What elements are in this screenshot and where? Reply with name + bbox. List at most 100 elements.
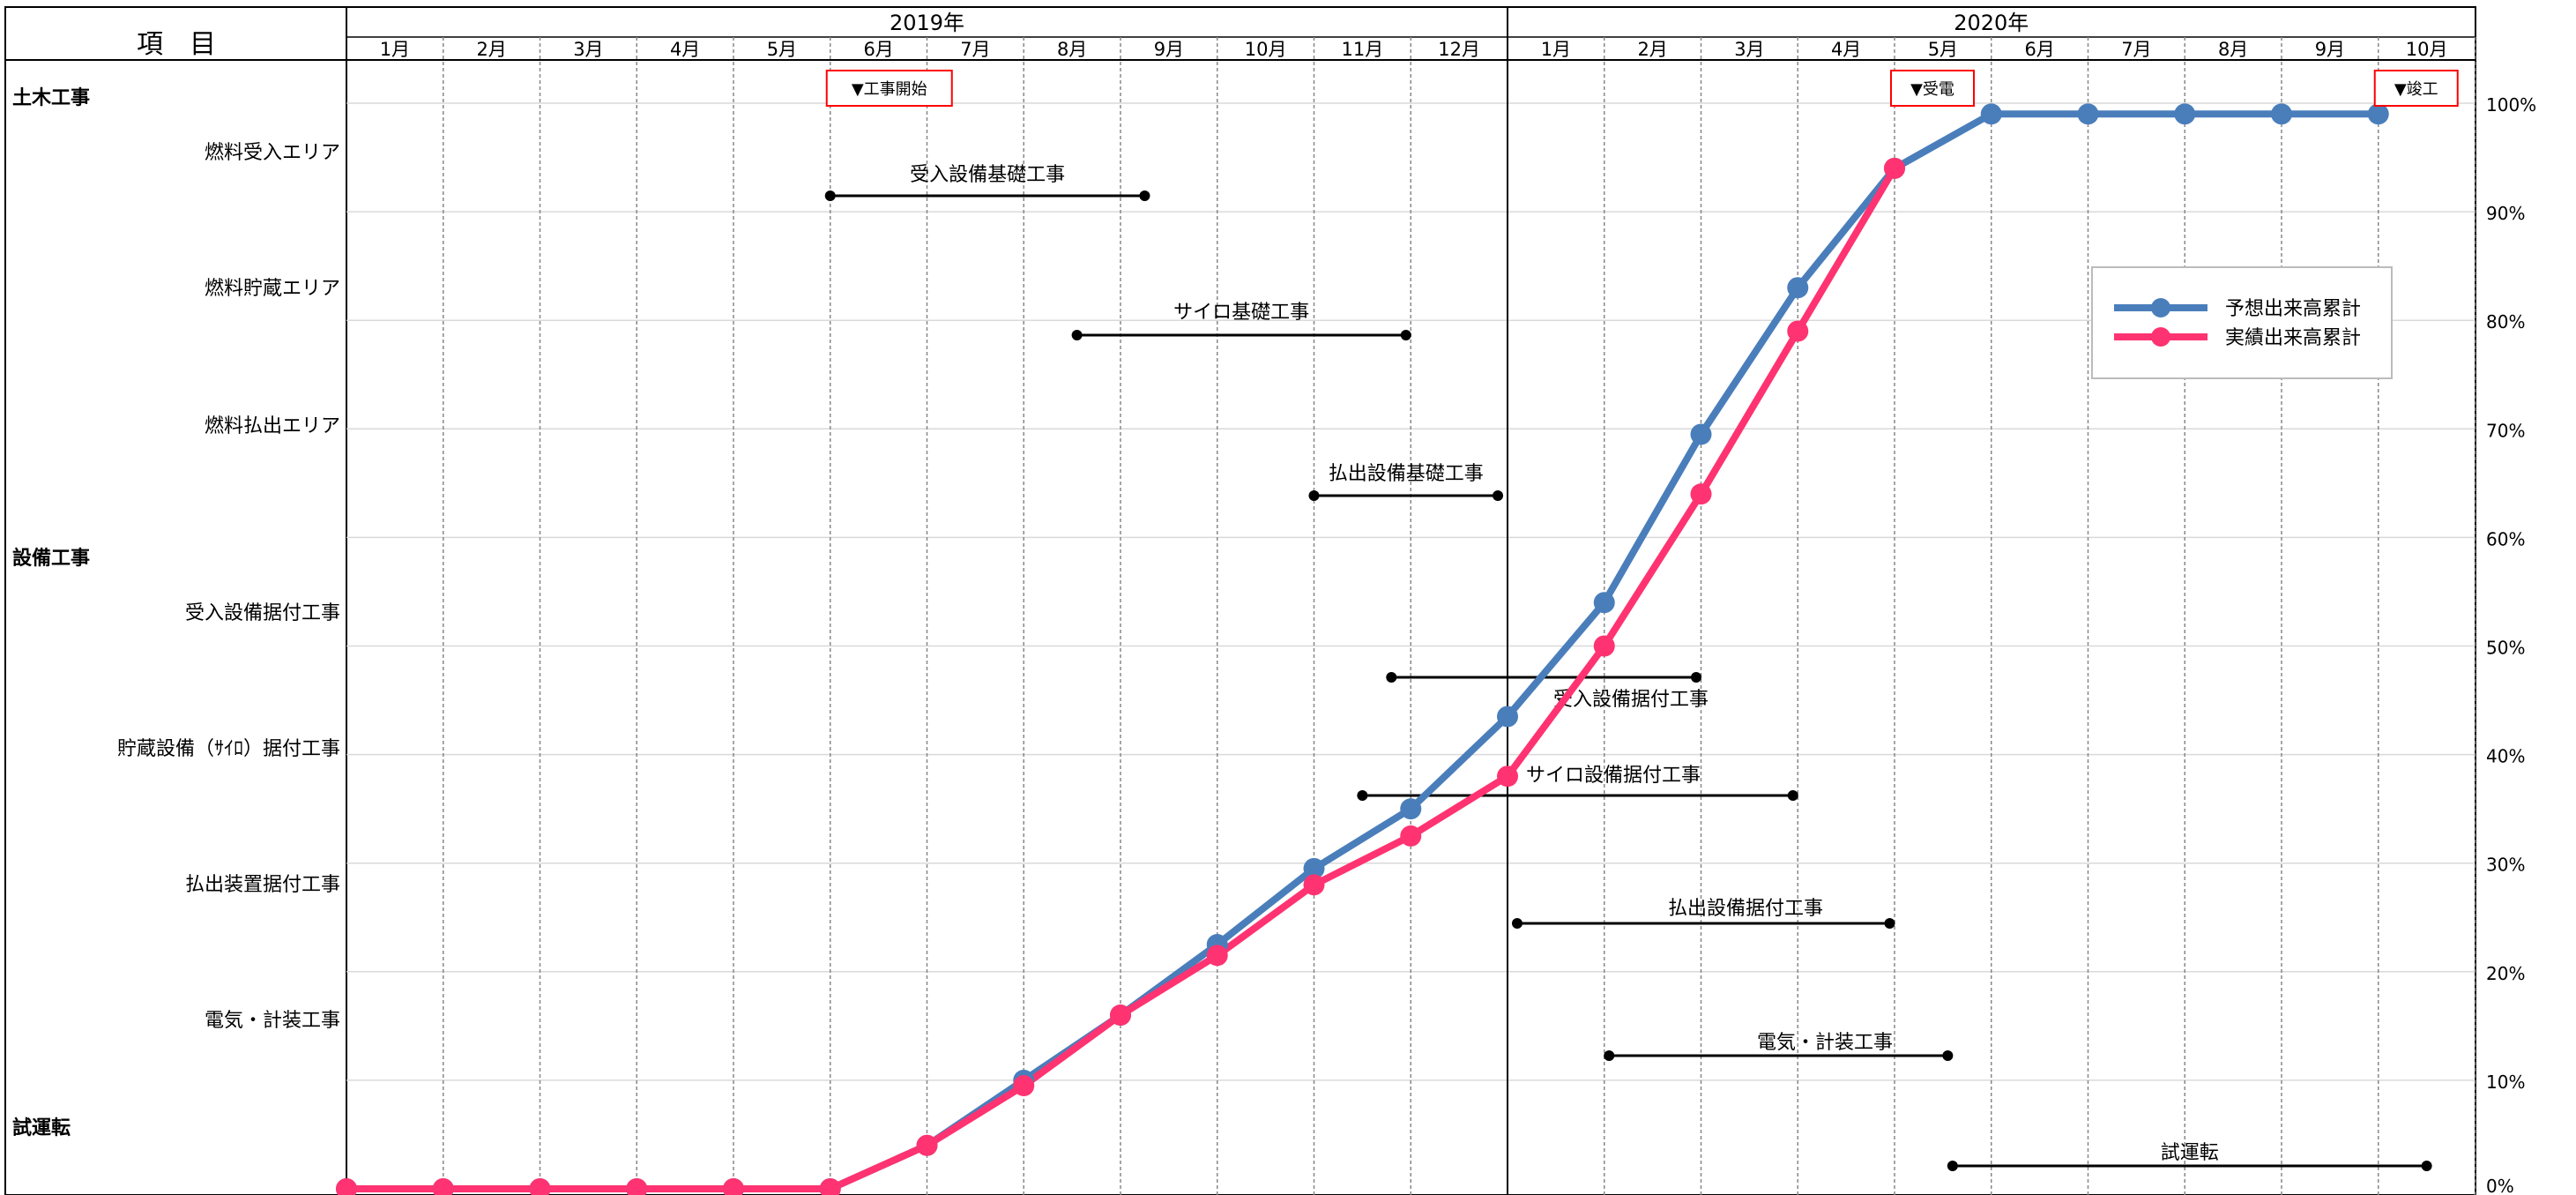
y-tick-label: 20%: [2486, 963, 2525, 984]
item-column-header: 項 目: [137, 29, 216, 60]
y-tick-label: 0%: [2486, 1176, 2514, 1195]
data-point: [1593, 635, 1615, 657]
y-tick-label: 30%: [2486, 855, 2525, 876]
data-point: [2174, 103, 2196, 125]
month-label: 2月: [476, 39, 506, 60]
task-start-marker: [1386, 672, 1397, 683]
month-label: 12月: [1438, 39, 1480, 60]
y-tick-label: 90%: [2486, 203, 2525, 224]
month-label: 11月: [1342, 39, 1384, 60]
milestones-layer: ▼工事開始 ▼受電 ▼竣工: [825, 70, 2459, 107]
row-label: 燃料受入エリア: [205, 142, 340, 164]
row-label: 燃料貯蔵エリア: [205, 278, 340, 300]
milestone-box: [1890, 70, 1975, 107]
row-label: 貯蔵設備（ｻｲﾛ）据付工事: [117, 738, 340, 760]
data-point: [1400, 798, 1422, 820]
data-point: [1303, 857, 1325, 879]
task-start-marker: [1357, 790, 1368, 801]
tasks-layer: 受入設備基礎工事サイロ基礎工事払出設備基礎工事受入設備据付工事サイロ設備据付工事…: [824, 164, 2432, 1171]
data-point: [916, 1134, 938, 1156]
data-point: [2367, 103, 2389, 125]
y-tick-label: 100%: [2486, 94, 2536, 116]
row-labels-layer: 土木工事燃料受入エリア燃料貯蔵エリア燃料払出エリア設備工事受入設備据付工事貯蔵設…: [12, 86, 340, 1139]
task-end-marker: [1691, 672, 1702, 683]
row-label: 受入設備据付工事: [185, 602, 340, 624]
task-start-marker: [1308, 490, 1320, 501]
category-label: 試運転: [12, 1117, 71, 1139]
data-point: [1884, 157, 1905, 179]
data-point: [723, 1178, 744, 1195]
task-start-marker: [824, 190, 836, 201]
month-label: 6月: [2024, 39, 2054, 60]
month-label: 8月: [2218, 39, 2248, 60]
task-start-marker: [1604, 1050, 1615, 1061]
task-label: 電気・計装工事: [1757, 1032, 1893, 1054]
month-label: 5月: [1928, 39, 1958, 60]
y-tick-label: 60%: [2486, 528, 2525, 549]
milestone-box: [2373, 70, 2459, 107]
month-label: 10月: [2406, 39, 2448, 60]
data-point: [1110, 1005, 1131, 1027]
task-end-marker: [1884, 918, 1895, 929]
row-label: 燃料払出エリア: [205, 415, 340, 437]
category-label: 土木工事: [12, 86, 90, 109]
year-label-2019: 2019年: [890, 11, 964, 35]
month-label: 10月: [1245, 39, 1287, 60]
task-label: サイロ基礎工事: [1173, 302, 1309, 324]
y-tick-label: 70%: [2486, 420, 2525, 441]
month-label: 9月: [2315, 39, 2345, 60]
month-label: 9月: [1154, 39, 1184, 60]
month-label: 8月: [1057, 39, 1087, 60]
data-point: [819, 1178, 841, 1195]
task-label: 受入設備据付工事: [1553, 689, 1709, 711]
data-point: [529, 1178, 551, 1195]
data-point: [336, 1178, 357, 1195]
series-layer: [336, 103, 2389, 1195]
milestone-label: ▼竣工: [2394, 80, 2438, 99]
legend-box: [2091, 266, 2393, 379]
milestone-label: ▼受電: [1910, 80, 1954, 99]
task-end-marker: [1787, 790, 1798, 801]
header-layer: 項 目 2019年 2020年 1月 2月 3月 4月 5月 6月 7月 8月 9月 10月 11月 12月…: [137, 11, 2447, 60]
y-tick-label: 80%: [2486, 311, 2525, 332]
data-point: [1690, 423, 1712, 445]
milestone-box: [825, 70, 953, 107]
month-label: 2月: [1637, 39, 1667, 60]
legend-label: 予想出来高累計: [2225, 298, 2361, 320]
row-label: 電気・計装工事: [205, 1010, 340, 1032]
task-start-marker: [1947, 1161, 1958, 1171]
task-end-marker: [1493, 490, 1504, 501]
legend-swatch-marker: [2151, 327, 2170, 347]
data-point: [1787, 277, 1809, 299]
data-point: [1787, 320, 1809, 342]
month-label: 6月: [863, 39, 893, 60]
data-point: [1980, 103, 2002, 125]
data-point: [1497, 706, 1518, 728]
task-end-marker: [2421, 1161, 2432, 1171]
data-point: [2077, 103, 2099, 125]
row-label: 払出装置据付工事: [185, 874, 340, 896]
data-point: [1690, 483, 1712, 505]
milestone-label: ▼工事開始: [852, 80, 927, 99]
task-end-marker: [1139, 190, 1150, 201]
month-label: 3月: [1734, 39, 1764, 60]
month-label: 1月: [380, 39, 410, 60]
category-label: 設備工事: [12, 547, 90, 570]
data-point: [1593, 592, 1615, 614]
task-label: 払出設備基礎工事: [1329, 463, 1484, 485]
y-tick-label: 10%: [2486, 1072, 2525, 1093]
month-label: 5月: [767, 39, 797, 60]
task-end-marker: [1942, 1050, 1954, 1061]
task-start-marker: [1071, 330, 1083, 340]
grid-layer: [4, 6, 2476, 1195]
data-point: [1303, 874, 1325, 896]
month-label: 3月: [573, 39, 603, 60]
month-label: 7月: [2121, 39, 2151, 60]
data-point: [626, 1178, 648, 1195]
data-point: [1013, 1075, 1035, 1097]
task-start-marker: [1511, 918, 1523, 929]
data-point: [1400, 825, 1422, 847]
data-point: [2271, 103, 2292, 125]
month-label: 4月: [670, 39, 700, 60]
